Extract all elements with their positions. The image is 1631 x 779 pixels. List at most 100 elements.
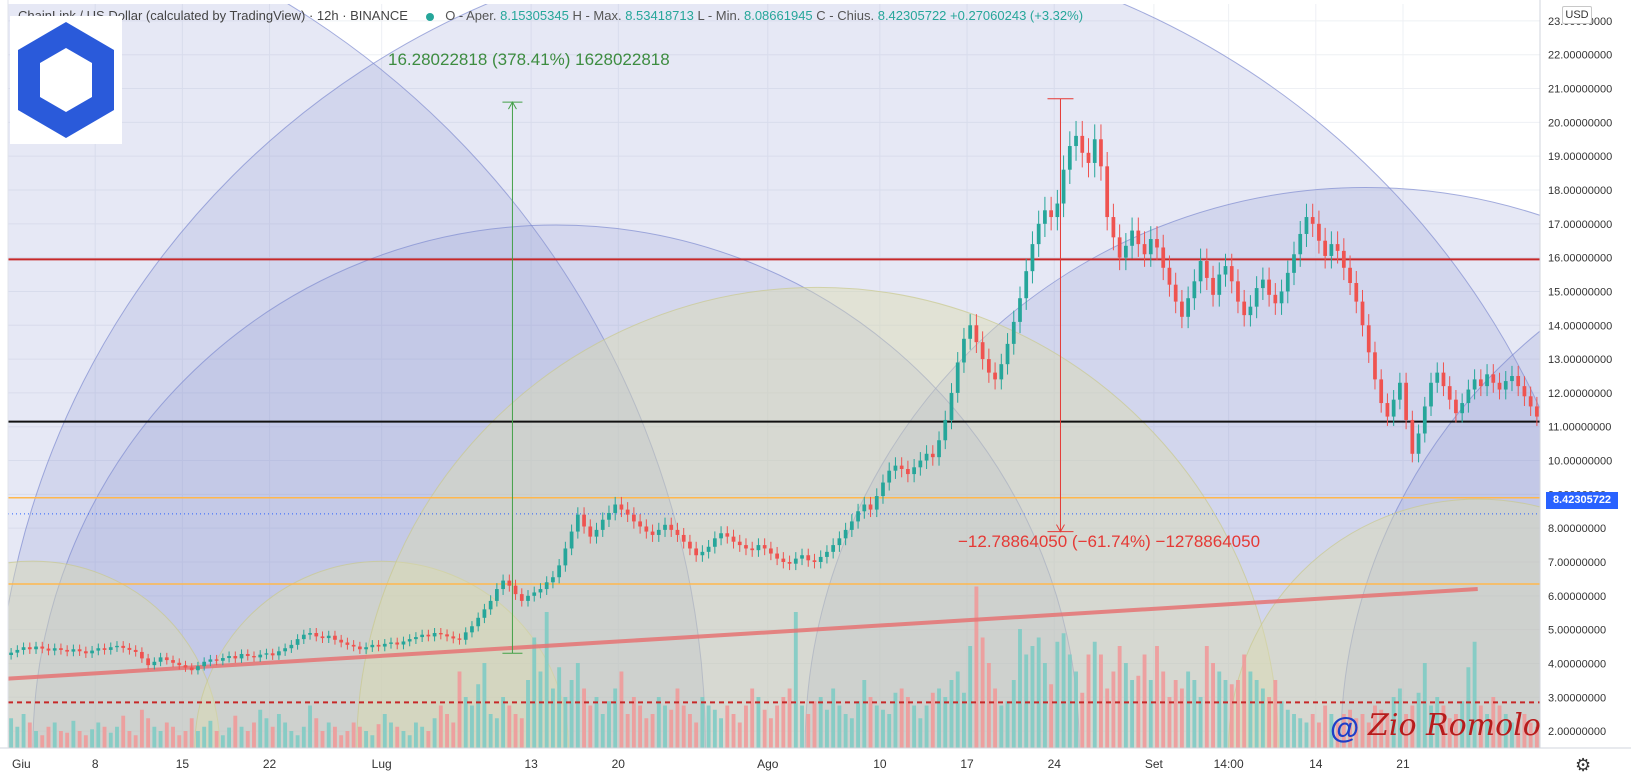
candle-body (1528, 396, 1533, 407)
candle-body (1341, 250, 1346, 268)
candle-body (495, 589, 499, 601)
volume-bar (943, 697, 948, 748)
high-value: 8.53418713 (625, 8, 694, 23)
volume-bar (108, 732, 113, 748)
volume-bar (1229, 684, 1234, 748)
candle-body (15, 649, 20, 653)
candle-body (1211, 277, 1215, 295)
candle-body (351, 644, 356, 647)
candle-body (899, 465, 904, 469)
volume-bar (339, 735, 344, 748)
candle-body (208, 659, 213, 662)
candle-body (301, 634, 306, 640)
candle-body (470, 626, 474, 633)
volume-bar (1186, 671, 1191, 748)
price-axis-tick: 11.00000000 (1548, 422, 1611, 434)
volume-bar (1478, 705, 1483, 748)
price-axis-tick: 16.00000000 (1548, 253, 1612, 265)
volume-bar (351, 722, 356, 748)
time-axis-label: Giu (12, 757, 31, 771)
candle-body (1024, 271, 1029, 299)
volume-bar (1422, 663, 1427, 748)
time-axis-label: 14 (1309, 757, 1323, 771)
price-axis-tick: 3.00000000 (1548, 692, 1606, 704)
volume-bar (9, 718, 14, 748)
volume-bar (457, 671, 462, 748)
volume-bar (1273, 680, 1278, 748)
volume-bar (1292, 714, 1296, 748)
volume-bar (825, 709, 829, 748)
candle-body (750, 548, 755, 551)
candle-body (993, 372, 997, 380)
volume-bar (507, 705, 512, 748)
volume-bar (1136, 675, 1141, 748)
candle-body (1360, 301, 1365, 326)
candle-body (700, 551, 705, 556)
volume-bar (1055, 641, 1060, 748)
volume-bar (675, 688, 680, 748)
volume-bar (694, 722, 699, 748)
candle-body (1242, 301, 1247, 316)
volume-bar (681, 705, 686, 748)
candle-body (1404, 382, 1408, 420)
volume-bar (582, 688, 586, 748)
volume-bar (800, 705, 804, 748)
volume-bar (663, 705, 667, 748)
low-label: L - Min. (697, 8, 741, 23)
candle-body (1422, 406, 1427, 434)
volume-bar (1217, 671, 1222, 748)
candle-body (831, 545, 836, 552)
close-value: 8.42305722 (877, 8, 947, 23)
volume-bar (619, 671, 624, 748)
candle-body (924, 453, 929, 461)
candle-body (1454, 399, 1458, 414)
measure-down-arrow (1056, 524, 1065, 533)
candle-body (1192, 281, 1197, 299)
volume-bar (563, 697, 568, 748)
candle-body (955, 362, 960, 393)
candle-body (756, 545, 761, 551)
price-axis-tick: 17.00000000 (1548, 219, 1612, 231)
candle-body (314, 633, 319, 637)
candle-body (295, 639, 300, 645)
volume-bar (1522, 714, 1527, 748)
candle-body (1503, 381, 1508, 390)
volume-bar (1061, 633, 1066, 748)
time-axis-label: 14:00 (1214, 757, 1244, 771)
candle-body (1161, 247, 1166, 268)
volume-bar (986, 663, 991, 748)
candle-body (1522, 386, 1527, 397)
volume-bar (426, 731, 431, 748)
volume-bar (463, 697, 468, 748)
cycle-arc (805, 188, 1540, 748)
candle-body (943, 419, 948, 441)
candle-body (1055, 203, 1060, 218)
volume-bar (1049, 684, 1054, 748)
candle-body (1036, 223, 1041, 245)
candle-body (252, 656, 256, 658)
volume-bar (550, 688, 555, 748)
candle-body (152, 661, 157, 666)
volume-bar (538, 671, 543, 748)
candle-body (1005, 343, 1010, 365)
candle-body (1136, 230, 1141, 245)
candle-body (999, 364, 1004, 380)
time-axis-label: 21 (1396, 757, 1410, 771)
volume-bar (775, 705, 780, 748)
candle-body (1061, 169, 1066, 204)
candle-body (376, 644, 381, 647)
volume-bar (669, 709, 674, 748)
candle-body (1080, 135, 1085, 153)
volume-bar (1410, 705, 1415, 748)
signature-name: Zio Romolo (1368, 708, 1541, 743)
volume-bar (818, 697, 823, 748)
candle-body (937, 440, 941, 458)
candle-body (432, 633, 437, 637)
currency-button[interactable]: USD (1562, 6, 1592, 24)
gear-icon[interactable]: ⚙ (1575, 755, 1592, 775)
volume-bar (594, 697, 599, 748)
volume-bar (295, 735, 300, 748)
candle-body (164, 657, 169, 661)
